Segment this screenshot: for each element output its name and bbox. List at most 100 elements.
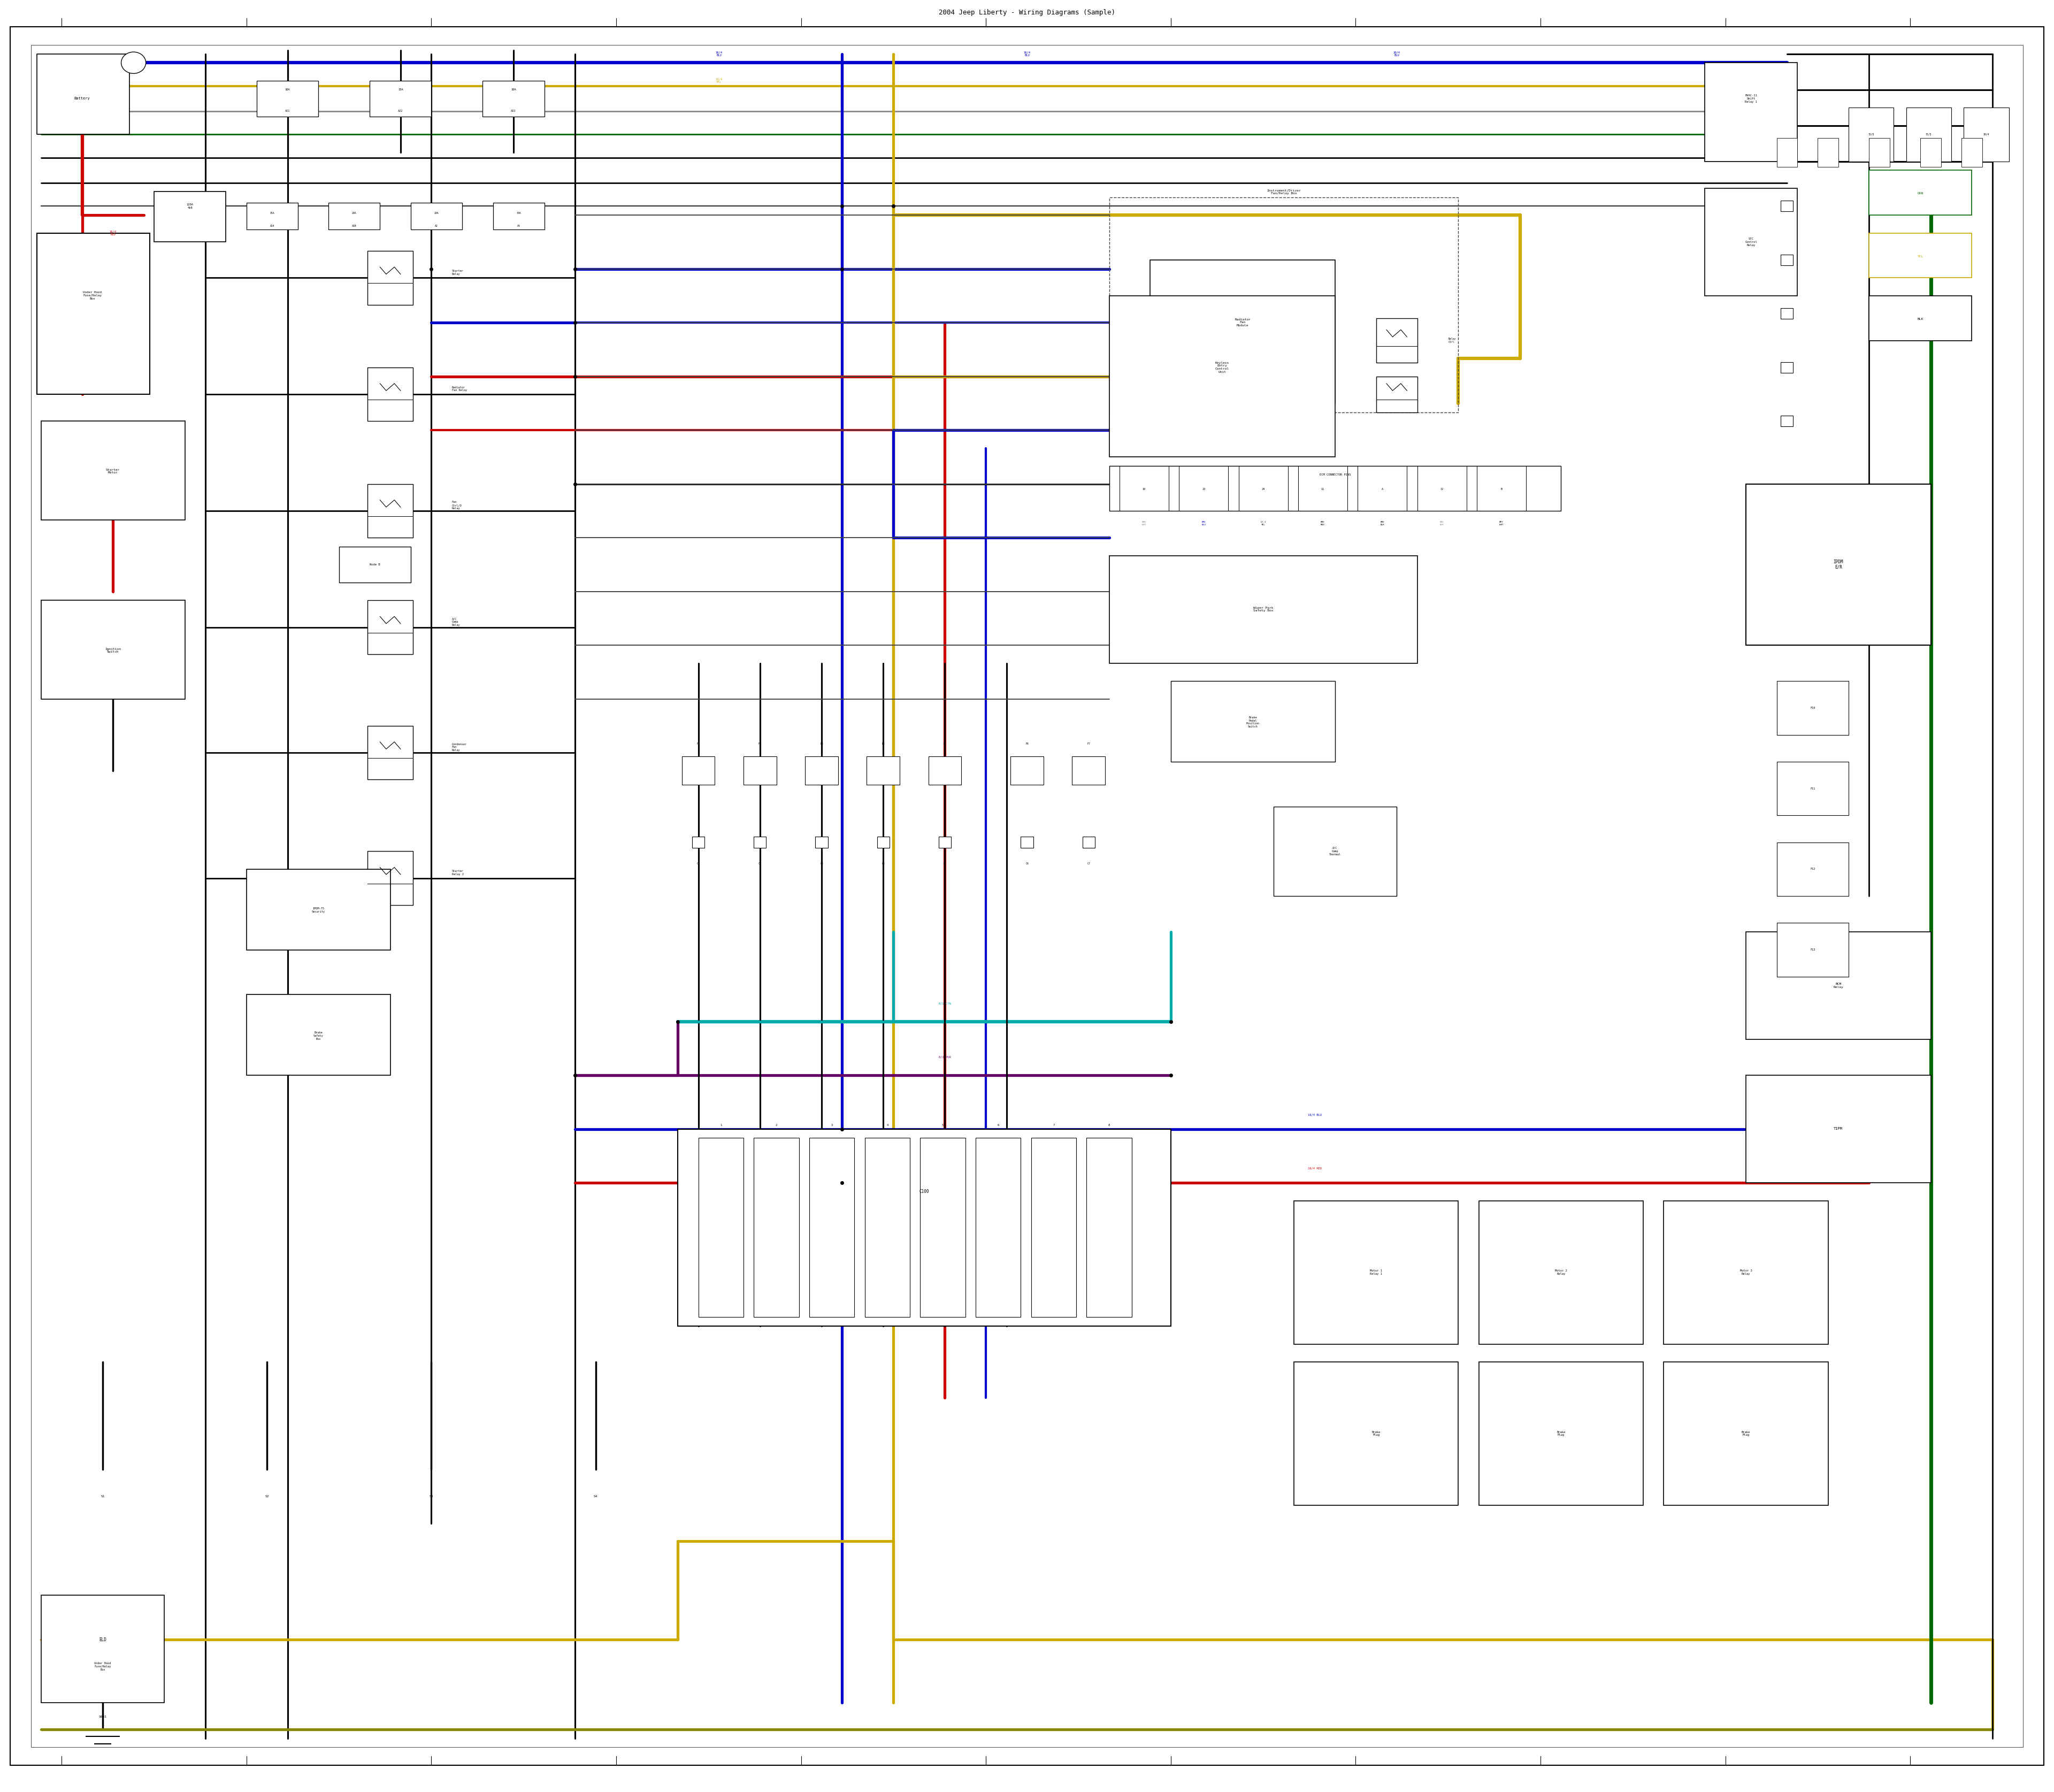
Text: 16/4
BLU: 16/4 BLU — [1393, 50, 1401, 57]
Text: A2: A2 — [435, 224, 438, 228]
Bar — [1869, 170, 1972, 215]
Bar — [1087, 1138, 1132, 1317]
Text: Motor 3
Relay: Motor 3 Relay — [1740, 1269, 1752, 1276]
Bar — [1920, 138, 1941, 167]
Text: Node B: Node B — [370, 563, 380, 566]
Bar — [1777, 138, 1797, 167]
Bar — [1781, 308, 1793, 319]
Text: S1: S1 — [101, 1495, 105, 1498]
Bar — [1781, 362, 1793, 373]
Bar — [1777, 762, 1849, 815]
Text: ELD: ELD — [99, 1638, 107, 1641]
Bar — [37, 233, 150, 394]
Bar — [1781, 416, 1793, 426]
Bar — [1781, 254, 1793, 265]
Bar — [370, 81, 431, 116]
Bar — [368, 251, 413, 305]
Text: A21: A21 — [286, 109, 290, 113]
Text: 8/2 PUR: 8/2 PUR — [939, 1055, 951, 1059]
Text: F13: F13 — [1810, 948, 1816, 952]
Bar — [1869, 233, 1972, 278]
Text: Starter
Motor: Starter Motor — [107, 468, 119, 475]
Bar — [1746, 1075, 1931, 1183]
Bar — [368, 600, 413, 654]
Text: C1: C1 — [696, 862, 700, 866]
Text: A14: A14 — [269, 224, 275, 228]
Text: Fan
Ctrl/O
Relay: Fan Ctrl/O Relay — [452, 502, 462, 509]
Text: 20A: 20A — [433, 211, 440, 215]
Bar — [1171, 681, 1335, 762]
Text: A/C
Comp
Relay: A/C Comp Relay — [452, 618, 460, 625]
Bar — [1849, 108, 1894, 161]
Bar — [682, 756, 715, 785]
Bar — [1109, 556, 1417, 663]
Bar — [1294, 1362, 1458, 1505]
Text: 10A: 10A — [511, 88, 516, 91]
Bar — [1358, 466, 1407, 511]
Text: A/C
Comp
Thermal: A/C Comp Thermal — [1329, 848, 1341, 855]
Bar — [1109, 296, 1335, 457]
Bar — [329, 202, 380, 229]
Text: Starter
Relay: Starter Relay — [452, 269, 464, 276]
Text: 2004 Jeep Liberty - Wiring Diagrams (Sample): 2004 Jeep Liberty - Wiring Diagrams (Sam… — [939, 9, 1115, 16]
Text: BRE
BLK: BRE BLK — [1380, 521, 1384, 525]
Bar — [1705, 63, 1797, 161]
Bar — [754, 1138, 799, 1317]
Text: 30A: 30A — [516, 211, 522, 215]
Bar — [1150, 260, 1335, 403]
Text: 12: 12 — [1440, 487, 1444, 491]
Text: 14/4
YEL: 14/4 YEL — [715, 77, 723, 84]
Text: S3: S3 — [429, 1495, 433, 1498]
Text: BRY
WHT: BRY WHT — [1499, 521, 1504, 525]
Bar — [754, 837, 766, 848]
Text: C6: C6 — [1025, 862, 1029, 866]
Text: Relay
Ctrl: Relay Ctrl — [1448, 337, 1456, 344]
Text: Radiator
Fan Relay: Radiator Fan Relay — [452, 385, 466, 392]
Bar — [1479, 1201, 1643, 1344]
Bar — [1021, 837, 1033, 848]
Bar — [41, 600, 185, 699]
Text: Brake
Plug: Brake Plug — [1742, 1430, 1750, 1437]
Text: BRN
WHT: BRN WHT — [1142, 521, 1146, 525]
Text: C2: C2 — [758, 862, 762, 866]
Text: Motor 2
Relay: Motor 2 Relay — [1555, 1269, 1567, 1276]
Text: S001: S001 — [99, 1715, 107, 1719]
Text: C4: C4 — [881, 862, 885, 866]
Bar — [939, 837, 951, 848]
Bar — [1964, 108, 2009, 161]
Bar — [1818, 138, 1838, 167]
Text: F3: F3 — [820, 742, 824, 745]
Text: 8/2 CYN: 8/2 CYN — [939, 1002, 951, 1005]
Text: ECM CONNECTOR PINS: ECM CONNECTOR PINS — [1319, 473, 1352, 477]
Bar — [1664, 1201, 1828, 1344]
Bar — [867, 756, 900, 785]
Text: 16A: 16A — [286, 88, 290, 91]
Text: 16/4
RED: 16/4 RED — [109, 229, 117, 237]
Bar — [1294, 1201, 1458, 1344]
Bar — [1746, 484, 1931, 645]
Bar — [1664, 1362, 1828, 1505]
Text: 15A: 15A — [269, 211, 275, 215]
Bar — [976, 1138, 1021, 1317]
Text: IPDM-75
Security: IPDM-75 Security — [312, 907, 325, 914]
Text: 24: 24 — [1261, 487, 1265, 491]
Text: BRE
RED: BRE RED — [1321, 521, 1325, 525]
Text: BCM
Relay: BCM Relay — [1834, 982, 1842, 989]
Bar — [1179, 466, 1228, 511]
Bar — [411, 202, 462, 229]
Text: Starter
Relay 2: Starter Relay 2 — [452, 869, 464, 876]
Bar — [1273, 806, 1397, 896]
Bar — [1869, 296, 1972, 340]
Text: F2: F2 — [758, 742, 762, 745]
Bar — [1746, 932, 1931, 1039]
Bar — [1781, 201, 1793, 211]
Bar — [692, 837, 705, 848]
Bar — [1109, 197, 1458, 412]
Bar — [368, 851, 413, 905]
Bar — [805, 756, 838, 785]
Bar — [1777, 842, 1849, 896]
Text: Under Hood
Fuse/Relay
Box: Under Hood Fuse/Relay Box — [82, 292, 103, 299]
Bar — [41, 421, 185, 520]
Bar — [1962, 138, 1982, 167]
Text: 16/4
BLU: 16/4 BLU — [715, 50, 723, 57]
